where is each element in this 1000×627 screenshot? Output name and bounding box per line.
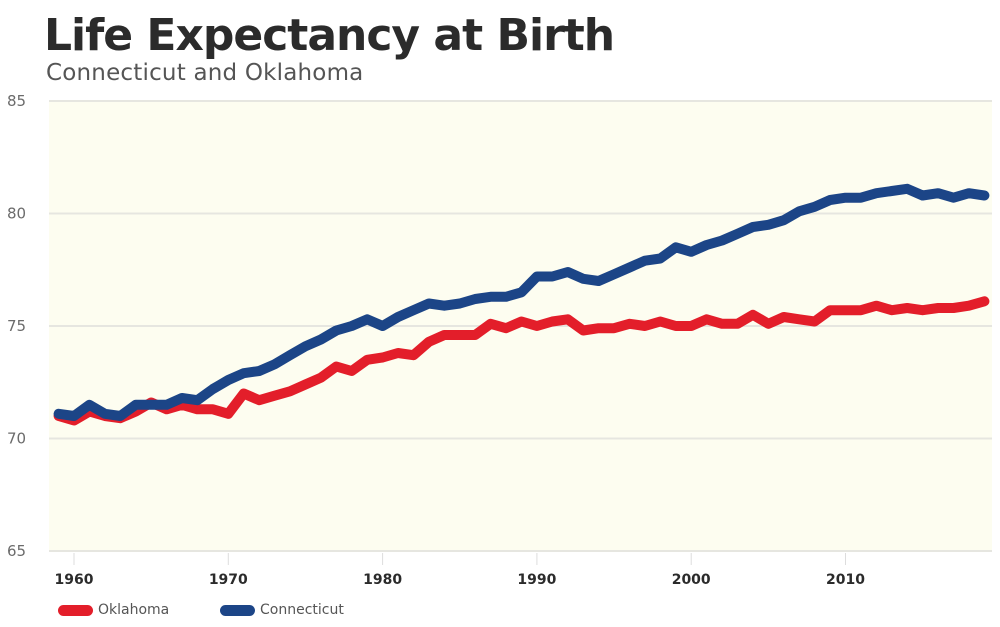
- x-tick-label: 1970: [209, 572, 248, 588]
- x-tick-label: 2000: [672, 572, 711, 588]
- gridlines: [49, 100, 992, 552]
- legend-label-connecticut: Connecticut: [260, 602, 344, 618]
- y-axis: 65 70 75 80 85: [7, 92, 26, 560]
- legend-item-connecticut[interactable]: Connecticut: [220, 600, 344, 620]
- x-tick-label: 1990: [517, 572, 556, 588]
- legend-label-oklahoma: Oklahoma: [98, 602, 170, 618]
- y-tick-label: 80: [7, 205, 26, 223]
- legend-item-oklahoma[interactable]: Oklahoma: [58, 600, 169, 620]
- x-tick-label: 2010: [826, 572, 865, 588]
- chart-title: Life Expectancy at Birth: [44, 10, 615, 61]
- y-tick-label: 70: [7, 430, 26, 448]
- y-tick-label: 85: [7, 92, 26, 110]
- legend-swatch-oklahoma: [58, 604, 93, 616]
- x-axis: 1960 1970 1980 1990 2000 2010: [55, 553, 865, 588]
- legend-swatch-connecticut: [220, 604, 255, 616]
- series-lines: [53, 183, 990, 426]
- x-tick-label: 1980: [363, 572, 402, 588]
- y-tick-label: 65: [7, 542, 26, 560]
- series-line-connecticut: [53, 183, 990, 421]
- series-line-oklahoma: [53, 296, 990, 426]
- y-tick-label: 75: [7, 317, 26, 335]
- chart-subtitle: Connecticut and Oklahoma: [46, 60, 364, 86]
- x-tick-label: 1960: [55, 572, 94, 588]
